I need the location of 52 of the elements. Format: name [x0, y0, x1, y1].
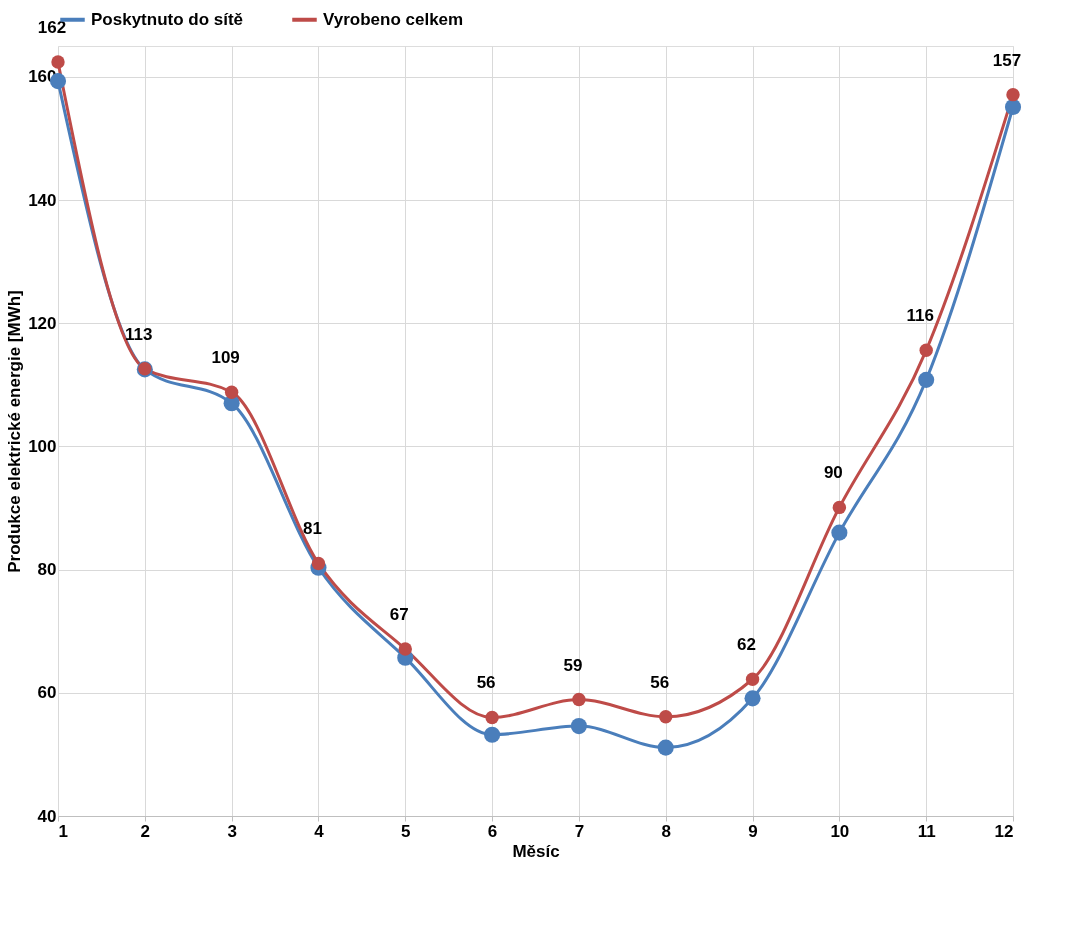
data-label: 81	[302, 519, 322, 539]
data-label: 90	[823, 463, 843, 483]
point	[484, 726, 501, 743]
x-tick-label: 8	[661, 821, 671, 841]
data-label: 116	[906, 306, 934, 326]
x-tick-label: 9	[748, 821, 758, 841]
x-tick-label: 2	[140, 821, 151, 841]
legend-label: Vyrobeno celkem	[323, 9, 464, 29]
data-label: 56	[650, 672, 670, 692]
x-tick-label: 12	[994, 821, 1014, 841]
point	[311, 556, 326, 571]
point	[657, 739, 674, 756]
point	[398, 642, 412, 656]
point	[1006, 87, 1020, 102]
data-label: 59	[563, 655, 583, 675]
data-label: 113	[125, 324, 153, 344]
data-label: 157	[992, 50, 1022, 70]
point	[744, 690, 761, 707]
x-tick-label: 4	[314, 821, 325, 841]
y-axis-title: Produkce elektrické energie [MWh]	[5, 290, 25, 573]
legend-label: Poskytnuto do sítě	[91, 9, 244, 29]
point	[224, 385, 239, 399]
point	[831, 524, 848, 541]
y-tick-label: 40	[37, 806, 57, 826]
point	[570, 718, 587, 735]
x-tick-label: 5	[401, 821, 411, 841]
data-label: 67	[389, 605, 409, 625]
x-tick-label: 1	[58, 821, 68, 841]
data-label: 62	[737, 635, 757, 655]
y-tick-label: 140	[28, 190, 57, 210]
x-tick-label: 3	[227, 821, 237, 841]
point	[918, 371, 935, 388]
y-tick-label: 100	[28, 436, 57, 456]
point	[659, 710, 673, 724]
x-axis-title: Měsíc	[512, 841, 560, 861]
data-label: 56	[476, 673, 496, 693]
point	[485, 710, 499, 725]
data-label: 162	[37, 18, 67, 38]
y-tick-label: 120	[28, 313, 57, 333]
y-tick-label: 60	[37, 683, 57, 703]
y-tick-label: 80	[37, 560, 57, 580]
data-label: 109	[211, 348, 240, 368]
point	[51, 55, 65, 69]
point	[919, 343, 933, 357]
point	[745, 672, 760, 686]
point	[572, 692, 586, 707]
x-tick-label: 7	[574, 821, 585, 841]
x-tick-label: 10	[830, 821, 850, 841]
point	[832, 500, 847, 515]
point	[1004, 98, 1022, 116]
x-tick-label: 6	[487, 821, 498, 841]
x-tick-label: 11	[917, 821, 936, 841]
